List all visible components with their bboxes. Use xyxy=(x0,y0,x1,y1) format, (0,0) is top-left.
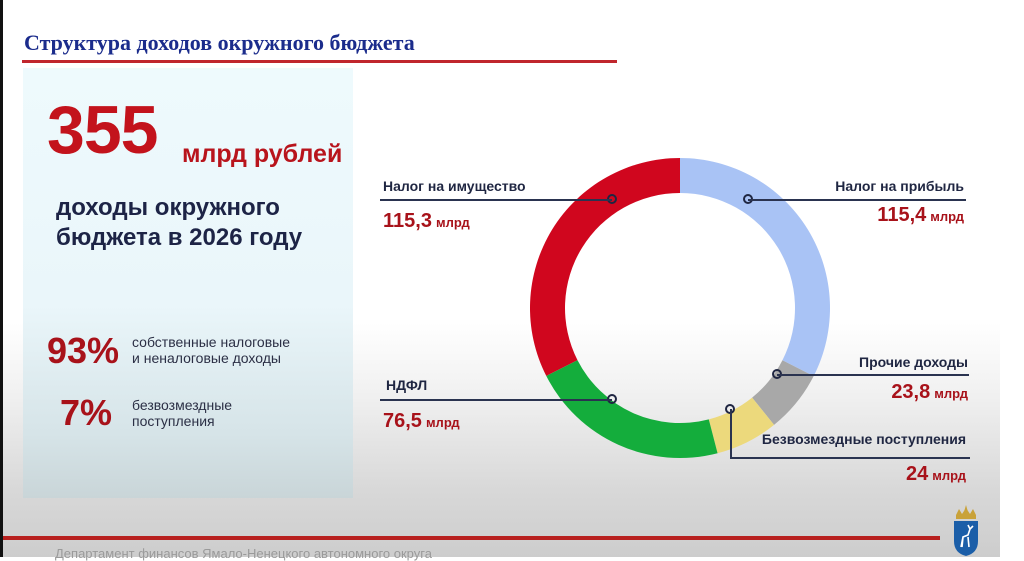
own-revenue-share: 93% xyxy=(47,330,120,371)
label-other-income: Прочие доходы xyxy=(859,354,968,370)
value-profit-tax: 115,4 млрд xyxy=(877,204,964,227)
donut-segment xyxy=(680,158,830,377)
title-underline xyxy=(22,60,617,63)
label-gratuitous: Безвозмездные поступления xyxy=(761,431,966,447)
total-revenue-unit: млрд рублей xyxy=(182,140,343,168)
value-unit: млрд xyxy=(425,415,460,430)
summary-panel xyxy=(23,68,353,498)
leader-line-other xyxy=(777,374,969,376)
value-ndfl: 76,5 млрд xyxy=(383,410,460,433)
value-unit: млрд xyxy=(435,215,470,230)
total-revenue-caption: доходы окружного бюджета в 2026 году xyxy=(56,193,302,253)
value-other-income: 23,8 млрд xyxy=(891,381,968,404)
donut-segment xyxy=(530,158,680,376)
callout-markers xyxy=(607,194,782,414)
window-left-edge xyxy=(0,0,3,557)
gratuitous-share-label: безвозмездные поступления xyxy=(132,397,232,429)
leader-line-gratuitous xyxy=(730,457,970,459)
value-gratuitous: 24 млрд xyxy=(906,463,966,486)
value-property-tax: 115,3 млрд xyxy=(383,210,470,233)
leader-line-gratuitous-vertical xyxy=(730,409,732,458)
share-label-line: и неналоговые доходы xyxy=(132,350,281,366)
donut-segment xyxy=(708,397,775,454)
donut-segment xyxy=(752,360,814,425)
gratuitous-share: 7% xyxy=(60,392,113,433)
donut-segment xyxy=(546,360,718,458)
caption-line-1: доходы окружного xyxy=(56,194,280,221)
label-property-tax: Налог на имущество xyxy=(383,178,526,194)
share-label-line: собственные налоговые xyxy=(132,334,290,350)
label-profit-tax: Налог на прибыль xyxy=(835,178,964,194)
share-label-line: безвозмездные xyxy=(132,397,233,413)
value-unit: млрд xyxy=(934,386,968,401)
leader-line-profit xyxy=(748,199,966,201)
donut-segments xyxy=(530,158,830,458)
value-number: 115,3 xyxy=(383,210,432,232)
coat-of-arms-icon xyxy=(954,505,978,556)
value-number: 23,8 xyxy=(891,381,931,403)
value-number: 115,4 xyxy=(877,204,927,226)
value-number: 24 xyxy=(906,463,929,485)
value-number: 76,5 xyxy=(383,410,422,432)
value-unit: млрд xyxy=(932,468,966,483)
share-label-line: поступления xyxy=(132,413,215,429)
footer-rule xyxy=(3,536,940,540)
value-unit: млрд xyxy=(930,209,964,224)
slide-title: Структура доходов окружного бюджета xyxy=(24,30,415,55)
window-right-margin xyxy=(1000,0,1024,557)
leader-line-ndfl xyxy=(380,399,612,401)
label-ndfl: НДФЛ xyxy=(386,377,428,393)
leader-line-property xyxy=(380,199,612,201)
own-revenue-share-label: собственные налоговые и неналоговые дохо… xyxy=(132,334,290,366)
caption-line-2: бюджета в 2026 году xyxy=(56,224,303,251)
footer-department: Департамент финансов Ямало-Ненецкого авт… xyxy=(55,546,432,561)
total-revenue-value: 355 xyxy=(47,92,158,168)
